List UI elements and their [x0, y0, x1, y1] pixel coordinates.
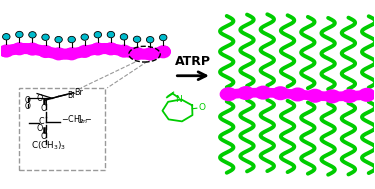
Ellipse shape — [0, 44, 14, 58]
Text: N: N — [175, 95, 181, 104]
Text: O: O — [40, 132, 47, 141]
Ellipse shape — [103, 42, 119, 55]
Ellipse shape — [134, 36, 141, 43]
Ellipse shape — [25, 43, 40, 56]
Ellipse shape — [3, 34, 10, 40]
Ellipse shape — [146, 36, 154, 43]
Ellipse shape — [129, 47, 145, 60]
Ellipse shape — [323, 89, 341, 103]
Text: $]_m$: $]_m$ — [77, 114, 88, 126]
Ellipse shape — [29, 32, 36, 38]
Ellipse shape — [77, 45, 93, 58]
Ellipse shape — [220, 87, 238, 101]
Ellipse shape — [155, 45, 171, 58]
Ellipse shape — [94, 32, 102, 38]
Ellipse shape — [289, 88, 307, 101]
Text: Br: Br — [68, 91, 76, 100]
Ellipse shape — [68, 36, 75, 43]
Ellipse shape — [142, 47, 158, 60]
Ellipse shape — [16, 31, 23, 38]
Ellipse shape — [42, 34, 49, 40]
Ellipse shape — [159, 34, 167, 41]
Ellipse shape — [55, 36, 62, 43]
Text: $-$CH$_2-$: $-$CH$_2-$ — [61, 114, 93, 126]
Text: O: O — [36, 124, 42, 132]
Text: O: O — [25, 96, 31, 105]
Text: O: O — [25, 102, 31, 111]
Ellipse shape — [237, 86, 255, 100]
Ellipse shape — [12, 42, 27, 55]
Text: O: O — [36, 94, 42, 103]
Ellipse shape — [254, 86, 272, 100]
Ellipse shape — [90, 42, 106, 56]
Ellipse shape — [81, 34, 88, 40]
Ellipse shape — [272, 86, 290, 100]
Text: O: O — [198, 103, 206, 112]
Text: C: C — [38, 117, 44, 125]
Text: C(CH$_3$)$_3$: C(CH$_3$)$_3$ — [31, 139, 66, 152]
Ellipse shape — [107, 31, 115, 38]
Ellipse shape — [120, 34, 128, 40]
Text: Br: Br — [74, 88, 83, 98]
Ellipse shape — [116, 45, 132, 58]
Ellipse shape — [64, 47, 80, 60]
Ellipse shape — [38, 45, 53, 58]
FancyBboxPatch shape — [20, 88, 105, 170]
Ellipse shape — [306, 89, 324, 103]
Text: ATRP: ATRP — [175, 55, 211, 68]
Ellipse shape — [340, 89, 358, 103]
Text: O: O — [40, 104, 47, 113]
Ellipse shape — [358, 88, 375, 102]
Ellipse shape — [51, 47, 66, 60]
